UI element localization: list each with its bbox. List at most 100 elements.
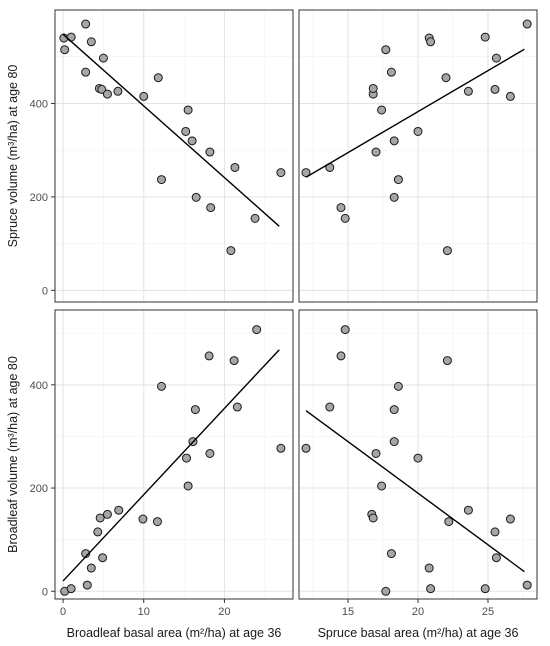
data-point — [183, 105, 193, 115]
data-point — [505, 514, 515, 524]
data-point — [181, 126, 191, 136]
data-point — [60, 45, 70, 55]
panel-border — [54, 309, 294, 600]
data-point — [226, 246, 236, 256]
data-point — [205, 448, 215, 458]
data-point — [463, 505, 473, 515]
data-point — [139, 91, 149, 101]
data-point — [522, 19, 532, 29]
data-point — [377, 105, 387, 115]
data-point — [463, 86, 473, 96]
data-point — [156, 175, 166, 185]
data-point — [206, 203, 216, 213]
data-point — [82, 580, 92, 590]
data-point — [442, 356, 452, 366]
data-point — [81, 67, 91, 77]
data-point — [102, 509, 112, 519]
data-point — [505, 91, 515, 101]
data-point — [86, 37, 96, 47]
data-point — [386, 549, 396, 559]
data-point — [413, 126, 423, 136]
data-point — [66, 584, 76, 594]
data-point — [340, 213, 350, 223]
data-point — [386, 67, 396, 77]
data-point — [336, 203, 346, 213]
data-point — [276, 443, 286, 453]
data-point — [480, 584, 490, 594]
data-point — [114, 505, 124, 515]
data-point — [152, 517, 162, 527]
data-point — [381, 45, 391, 55]
data-point — [444, 517, 454, 527]
data-point — [204, 351, 214, 361]
data-point — [191, 192, 201, 202]
data-point — [393, 381, 403, 391]
data-point — [371, 147, 381, 157]
data-point — [205, 147, 215, 157]
regression-line — [305, 410, 525, 573]
panel-1-0: 0 200 400 0 10 20 — [30, 309, 294, 618]
data-point — [276, 168, 286, 178]
data-point — [113, 86, 123, 96]
panel-0-0: 0 200 400 — [30, 9, 294, 303]
regression-line — [62, 349, 280, 582]
y-tick-label: 400 — [30, 98, 48, 110]
x-tick-label: 15 — [342, 606, 354, 618]
data-point — [153, 73, 163, 83]
data-point — [368, 83, 378, 93]
data-point — [442, 246, 452, 256]
data-point — [340, 325, 350, 335]
y-axis-title-spruce-volume: Spruce volume (m³/ha) at age 80 — [6, 65, 20, 248]
x-tick-label: 0 — [60, 606, 66, 618]
x-tick-label: 25 — [482, 606, 494, 618]
data-point — [336, 351, 346, 361]
data-point — [81, 19, 91, 29]
data-point — [232, 402, 242, 412]
data-point — [491, 553, 501, 563]
regression-line — [305, 48, 525, 178]
data-point — [138, 514, 148, 524]
data-point — [389, 136, 399, 146]
y-tick-label: 200 — [30, 192, 48, 204]
x-tick-label: 20 — [412, 606, 424, 618]
data-point — [426, 584, 436, 594]
data-point — [325, 402, 335, 412]
data-point — [187, 136, 197, 146]
data-point — [522, 580, 532, 590]
x-axis-title-spruce-basal-area: Spruce basal area (m²/ha) at age 36 — [318, 626, 519, 640]
y-tick-label: 0 — [42, 586, 48, 598]
data-point — [491, 53, 501, 63]
data-point — [426, 37, 436, 47]
y-axis-title-broadleaf-volume: Broadleaf volume (m³/ha) at age 80 — [6, 356, 20, 553]
data-point — [250, 213, 260, 223]
data-point — [393, 175, 403, 185]
x-axis-title-broadleaf-basal-area: Broadleaf basal area (m²/ha) at age 36 — [67, 626, 282, 640]
data-point — [98, 553, 108, 563]
y-tick-label: 200 — [30, 483, 48, 495]
data-point — [95, 513, 105, 523]
data-point — [183, 481, 193, 491]
data-point — [371, 448, 381, 458]
y-tick-label: 400 — [30, 380, 48, 392]
data-point — [301, 443, 311, 453]
data-point — [377, 481, 387, 491]
data-point — [230, 162, 240, 172]
data-point — [381, 586, 391, 596]
data-point — [389, 437, 399, 447]
panel-0-1 — [298, 9, 538, 303]
data-point — [156, 381, 166, 391]
data-point — [389, 192, 399, 202]
data-point — [490, 527, 500, 537]
data-point — [190, 405, 200, 415]
panel-border — [54, 9, 294, 303]
x-tick-label: 10 — [138, 606, 150, 618]
data-point — [86, 563, 96, 573]
data-point — [229, 356, 239, 366]
data-point — [490, 84, 500, 94]
data-point — [480, 32, 490, 42]
data-point — [182, 453, 192, 463]
panel-border — [298, 9, 538, 303]
data-point — [424, 563, 434, 573]
data-point — [368, 513, 378, 523]
